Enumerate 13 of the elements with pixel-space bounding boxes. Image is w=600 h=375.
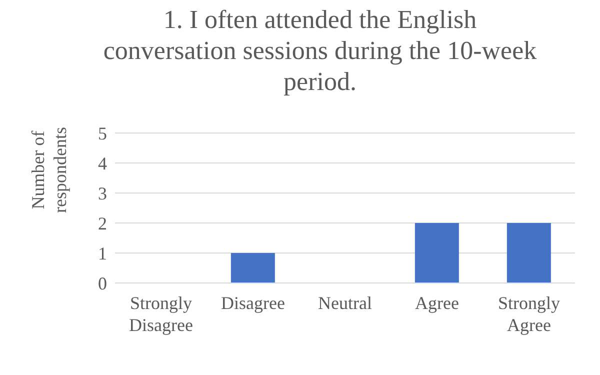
y-axis-title: Number of respondents [28, 127, 70, 213]
y-tick-label: 3 [98, 183, 107, 204]
y-tick-label: 2 [98, 213, 107, 234]
x-tick-label: Strongly Agree [498, 293, 560, 335]
x-tick-label: Strongly Disagree [129, 293, 193, 335]
x-tick-label: Agree [415, 293, 459, 313]
y-tick-label: 1 [98, 243, 107, 264]
chart-title: 1. I often attended the English conversation sessions during the 10-week period. [102, 4, 538, 97]
y-tick-label: 5 [98, 123, 107, 144]
y-tick-label: 0 [98, 273, 107, 294]
x-tick-label: Neutral [318, 293, 372, 313]
y-tick-label: 4 [98, 153, 107, 174]
x-tick-label: Disagree [221, 293, 285, 313]
